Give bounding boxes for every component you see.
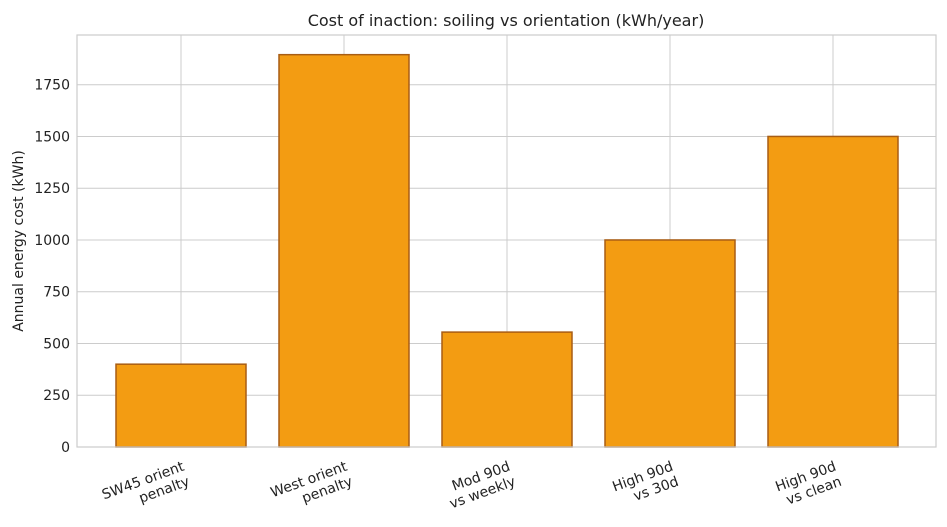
- y-axis-label: Annual energy cost (kWh): [11, 150, 27, 332]
- bar: [441, 331, 573, 448]
- chart-title: Cost of inaction: soiling vs orientation…: [308, 11, 705, 30]
- bar: [115, 363, 247, 448]
- y-tick-label: 0: [61, 440, 70, 456]
- bar: [278, 53, 410, 448]
- y-tick-label: 500: [43, 336, 70, 352]
- plot-frame: [76, 34, 937, 448]
- y-tick-label: 750: [43, 285, 70, 301]
- bars: [115, 53, 899, 448]
- x-tick-label: High 90dvs clean: [773, 459, 843, 511]
- y-tick-label: 250: [43, 388, 70, 404]
- y-tick-label: 1250: [34, 181, 70, 197]
- bar: [767, 135, 899, 448]
- x-axis-ticks: SW45 orientpenalty West orientpenalty Mod …: [100, 459, 844, 519]
- x-tick-label: West orientpenalty: [269, 459, 356, 517]
- x-tick-label: SW45 orientpenalty: [100, 459, 192, 519]
- x-tick-label: High 90dvs 30d: [610, 459, 680, 511]
- y-tick-label: 1000: [34, 233, 70, 249]
- bar: [604, 239, 736, 448]
- y-tick-label: 1750: [34, 78, 70, 94]
- y-axis-ticks: 0 250 500 750 1000 1250 1500 1750: [34, 78, 70, 456]
- y-tick-label: 1500: [34, 129, 70, 145]
- x-tick-label: Mod 90dvs weekly: [442, 459, 518, 513]
